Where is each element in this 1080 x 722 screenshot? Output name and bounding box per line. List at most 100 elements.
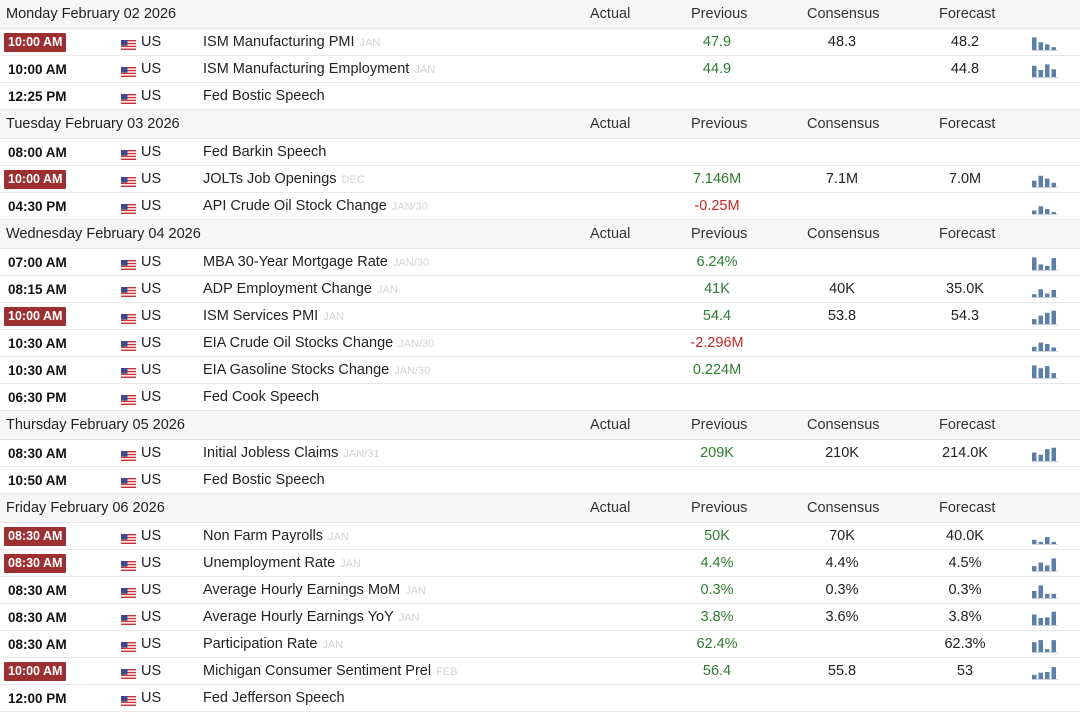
event-time: 12:25 PM xyxy=(8,89,67,104)
history-sparkline-icon[interactable] xyxy=(1032,363,1058,379)
event-name: ISM Manufacturing Employment xyxy=(203,61,410,77)
event-name-link[interactable]: JOLTs Job Openings DEC xyxy=(203,171,365,187)
history-sparkline-icon[interactable] xyxy=(1032,309,1058,325)
event-row[interactable]: 04:30 PM US API Crude Oil Stock Change JAN/… xyxy=(0,193,1080,220)
event-consensus-value: 210K xyxy=(825,445,859,461)
sparkline-bar xyxy=(1051,667,1056,679)
sparkline-bar xyxy=(1038,618,1043,625)
event-row[interactable]: 12:00 PM US Fed Jefferson Speech xyxy=(0,685,1080,712)
event-time: 08:30 AM xyxy=(8,583,67,598)
us-flag-icon xyxy=(121,476,136,488)
event-country: US xyxy=(141,389,162,405)
history-sparkline-icon[interactable] xyxy=(1032,610,1058,626)
sparkline-baseline xyxy=(1032,270,1058,271)
sparkline-bar xyxy=(1038,42,1043,50)
event-name-link[interactable]: EIA Gasoline Stocks Change JAN/30 xyxy=(203,362,430,378)
history-sparkline-icon[interactable] xyxy=(1032,529,1058,545)
history-sparkline-icon[interactable] xyxy=(1032,446,1058,462)
event-row[interactable]: 10:50 AM US Fed Bostic Speech xyxy=(0,467,1080,494)
history-sparkline-icon[interactable] xyxy=(1032,255,1058,271)
day-date: Thursday February 05 2026 xyxy=(6,417,185,433)
event-row[interactable]: 08:30 AM US Non Farm Payrolls JAN 50K 70K 40.0… xyxy=(0,523,1080,550)
event-row[interactable]: 08:30 AM US Initial Jobless Claims JAN/31 20… xyxy=(0,440,1080,467)
sparkline-bar xyxy=(1045,209,1050,214)
event-row[interactable]: 07:00 AM US MBA 30-Year Mortgage Rate JAN/3… xyxy=(0,249,1080,276)
event-row[interactable]: 10:00 AM US Michigan Consumer Sentiment Pr… xyxy=(0,658,1080,685)
event-name-link[interactable]: Average Hourly Earnings YoY JAN xyxy=(203,609,420,625)
sparkline-bar xyxy=(1045,344,1050,351)
event-reference-period: JAN/31 xyxy=(343,448,380,460)
event-reference-period: JAN xyxy=(323,311,344,323)
us-flag-icon xyxy=(121,258,136,270)
event-name-link[interactable]: Fed Cook Speech xyxy=(203,389,319,405)
history-sparkline-icon[interactable] xyxy=(1032,199,1058,215)
event-reference-period: JAN xyxy=(340,558,361,570)
history-sparkline-icon[interactable] xyxy=(1032,62,1058,78)
event-row[interactable]: 08:30 AM US Participation Rate JAN 62.4% 62.3… xyxy=(0,631,1080,658)
event-name: JOLTs Job Openings xyxy=(203,171,337,187)
event-name-link[interactable]: Fed Bostic Speech xyxy=(203,88,325,104)
event-name-link[interactable]: MBA 30-Year Mortgage Rate JAN/30 xyxy=(203,254,429,270)
event-row[interactable]: 08:30 AM US Unemployment Rate JAN 4.4% 4.4% 4.… xyxy=(0,550,1080,577)
us-flag-icon xyxy=(121,586,136,598)
event-name: MBA 30-Year Mortgage Rate xyxy=(203,254,388,270)
event-time: 08:00 AM xyxy=(8,145,67,160)
us-flag-icon xyxy=(121,92,136,104)
sparkline-bar xyxy=(1038,562,1043,571)
event-row[interactable]: 10:00 AM US ISM Services PMI JAN 54.4 53.8 54.… xyxy=(0,303,1080,330)
sparkline-bar xyxy=(1032,319,1037,324)
event-row[interactable]: 06:30 PM US Fed Cook Speech xyxy=(0,384,1080,411)
day-header: Tuesday February 03 2026 Actual Previous Co… xyxy=(0,110,1080,139)
us-flag-icon xyxy=(121,532,136,544)
history-sparkline-icon[interactable] xyxy=(1032,583,1058,599)
sparkline-bar xyxy=(1045,265,1050,270)
sparkline-bar xyxy=(1051,347,1056,351)
day-header: Thursday February 05 2026 Actual Previous C… xyxy=(0,411,1080,440)
history-sparkline-icon[interactable] xyxy=(1032,35,1058,51)
event-name-link[interactable]: Fed Barkin Speech xyxy=(203,144,326,160)
event-row[interactable]: 10:30 AM US EIA Gasoline Stocks Change JAN/… xyxy=(0,357,1080,384)
event-name-link[interactable]: Non Farm Payrolls JAN xyxy=(203,528,349,544)
event-row[interactable]: 12:25 PM US Fed Bostic Speech xyxy=(0,83,1080,110)
history-sparkline-icon[interactable] xyxy=(1032,172,1058,188)
column-header-consensus: Consensus xyxy=(807,417,880,433)
event-row[interactable]: 10:00 AM US JOLTs Job Openings DEC 7.146M 7.1… xyxy=(0,166,1080,193)
history-sparkline-icon[interactable] xyxy=(1032,336,1058,352)
event-name-link[interactable]: ISM Manufacturing Employment JAN xyxy=(203,61,435,77)
event-country: US xyxy=(141,144,162,160)
sparkline-baseline xyxy=(1032,544,1058,545)
history-sparkline-icon[interactable] xyxy=(1032,637,1058,653)
event-name-link[interactable]: Michigan Consumer Sentiment Prel FEB xyxy=(203,663,457,679)
event-row[interactable]: 08:30 AM US Average Hourly Earnings MoM JAN… xyxy=(0,577,1080,604)
history-sparkline-icon[interactable] xyxy=(1032,556,1058,572)
sparkline-bar xyxy=(1038,585,1043,598)
event-name-link[interactable]: Participation Rate JAN xyxy=(203,636,343,652)
sparkline-bar xyxy=(1051,447,1056,461)
event-name-link[interactable]: EIA Crude Oil Stocks Change JAN/30 xyxy=(203,335,434,351)
day-header: Wednesday February 04 2026 Actual Previous… xyxy=(0,220,1080,249)
event-row[interactable]: 08:00 AM US Fed Barkin Speech xyxy=(0,139,1080,166)
event-previous-value: 6.24% xyxy=(696,254,738,270)
sparkline-bar xyxy=(1032,257,1037,270)
event-name-link[interactable]: ADP Employment Change JAN xyxy=(203,281,398,297)
history-sparkline-icon[interactable] xyxy=(1032,282,1058,298)
event-name-link[interactable]: Fed Bostic Speech xyxy=(203,472,325,488)
event-name-link[interactable]: ISM Manufacturing PMI JAN xyxy=(203,34,380,50)
event-name-link[interactable]: Unemployment Rate JAN xyxy=(203,555,361,571)
sparkline-baseline xyxy=(1032,652,1058,653)
event-row[interactable]: 08:30 AM US Average Hourly Earnings YoY JAN… xyxy=(0,604,1080,631)
event-row[interactable]: 10:00 AM US ISM Manufacturing Employment JA… xyxy=(0,56,1080,83)
event-row[interactable]: 10:00 AM US ISM Manufacturing PMI JAN 47.9 48… xyxy=(0,29,1080,56)
event-row[interactable]: 08:15 AM US ADP Employment Change JAN 41K 40K… xyxy=(0,276,1080,303)
event-name-link[interactable]: Fed Jefferson Speech xyxy=(203,690,345,706)
sparkline-bar xyxy=(1045,293,1050,297)
event-name-link[interactable]: ISM Services PMI JAN xyxy=(203,308,344,324)
sparkline-bar xyxy=(1032,65,1037,77)
history-sparkline-icon[interactable] xyxy=(1032,664,1058,680)
event-name-link[interactable]: Initial Jobless Claims JAN/31 xyxy=(203,445,379,461)
event-name-link[interactable]: Average Hourly Earnings MoM JAN xyxy=(203,582,426,598)
sparkline-bar xyxy=(1045,565,1050,571)
event-name-link[interactable]: API Crude Oil Stock Change JAN/30 xyxy=(203,198,428,214)
event-row[interactable]: 10:30 AM US EIA Crude Oil Stocks Change JAN… xyxy=(0,330,1080,357)
event-time: 08:30 AM xyxy=(8,610,67,625)
